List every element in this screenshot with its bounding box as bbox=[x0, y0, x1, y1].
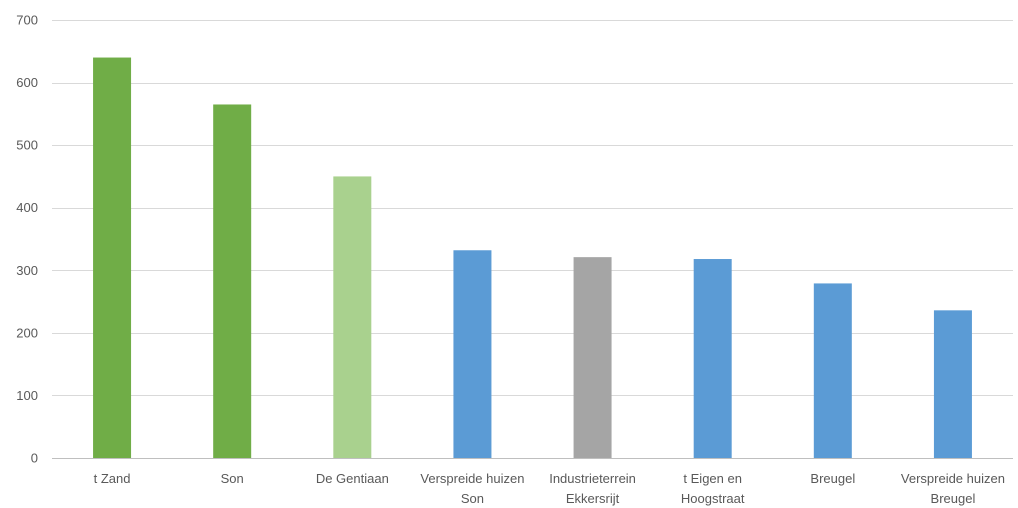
x-tick-label-line: t Zand bbox=[94, 471, 131, 486]
y-tick-label: 500 bbox=[16, 138, 38, 153]
bar bbox=[813, 283, 852, 458]
bar bbox=[453, 250, 492, 458]
y-tick-label: 100 bbox=[16, 388, 38, 403]
x-tick-label-line: Verspreide huizen bbox=[420, 471, 524, 486]
x-tick-label-line: Industrieterrein bbox=[549, 471, 636, 486]
x-tick-label-line: Hoogstraat bbox=[681, 491, 745, 506]
bar bbox=[213, 104, 252, 458]
bars bbox=[93, 57, 972, 459]
x-tick-label: t Zand bbox=[94, 471, 131, 486]
bar bbox=[693, 259, 732, 458]
x-tick-label: Verspreide huizen Breugel bbox=[901, 471, 1005, 506]
x-tick-label-line: t Eigen en bbox=[683, 471, 742, 486]
y-tick-label: 700 bbox=[16, 13, 38, 28]
x-tick-label-line: Ekkersrijt bbox=[566, 491, 620, 506]
y-tick-label: 400 bbox=[16, 200, 38, 215]
x-tick-label-line: De Gentiaan bbox=[316, 471, 389, 486]
x-tick-label: De Gentiaan bbox=[316, 471, 389, 486]
x-tick-label-line: Son bbox=[221, 471, 244, 486]
x-tick-label-line: Son bbox=[461, 491, 484, 506]
x-tick-label: Breugel bbox=[810, 471, 855, 486]
x-tick-label: t Eigen en Hoogstraat bbox=[681, 471, 745, 506]
x-tick-label: Son bbox=[221, 471, 244, 486]
bar bbox=[93, 57, 132, 459]
bar bbox=[573, 257, 612, 458]
y-tick-label: 600 bbox=[16, 75, 38, 90]
x-tick-label: Verspreide huizen Son bbox=[420, 471, 524, 506]
y-tick-label: 0 bbox=[31, 451, 38, 466]
bar bbox=[333, 176, 372, 458]
bar bbox=[933, 310, 972, 458]
x-tick-label-line: Verspreide huizen bbox=[901, 471, 1005, 486]
gridlines bbox=[52, 20, 1013, 459]
x-tick-label-line: Breugel bbox=[931, 491, 976, 506]
y-tick-label: 300 bbox=[16, 263, 38, 278]
y-axis-ticks: 0 100 200 300 400 500 600 700 bbox=[16, 13, 38, 466]
x-tick-label-line: Breugel bbox=[810, 471, 855, 486]
y-tick-label: 200 bbox=[16, 325, 38, 340]
x-axis-labels: t Zand Son De Gentiaan Verspreide huizen Son… bbox=[94, 471, 1005, 506]
x-tick-label: Industrieterrein Ekkersrijt bbox=[549, 471, 636, 506]
